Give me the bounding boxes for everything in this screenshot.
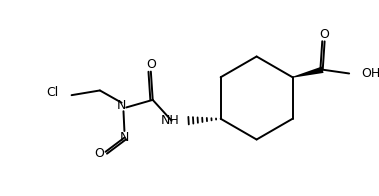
Polygon shape	[293, 66, 324, 78]
Text: N: N	[117, 99, 126, 112]
Text: O: O	[319, 28, 330, 41]
Text: O: O	[146, 58, 156, 72]
Text: NH: NH	[160, 114, 179, 127]
Text: OH: OH	[362, 67, 379, 80]
Text: Cl: Cl	[46, 86, 58, 99]
Text: N: N	[120, 131, 129, 144]
Text: O: O	[94, 147, 104, 160]
